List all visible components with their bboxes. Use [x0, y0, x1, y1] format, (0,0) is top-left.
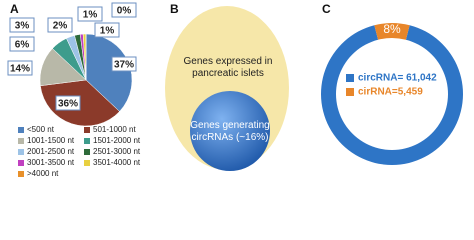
- legend-label: 2501-3000 nt: [93, 147, 141, 156]
- slice-label: 3%: [15, 21, 30, 32]
- slice-label: 2%: [53, 21, 68, 32]
- legend-swatch: [84, 160, 90, 166]
- label-box: [9, 17, 35, 33]
- legend-label: cirRNA=5,459: [358, 87, 423, 98]
- slice-label: 1%: [83, 10, 98, 21]
- legend-swatch: [84, 138, 90, 144]
- label-box: [94, 22, 120, 38]
- page: 37% 36% 14% 6% 3% 2% 1% 1% 0% <500 nt 501-1000 nt 1…: [7, 2, 464, 182]
- legend-swatch: [346, 74, 354, 82]
- legend-swatch: [84, 127, 90, 133]
- panel-label: C: [322, 2, 331, 16]
- legend-label: 3001-3500 nt: [27, 158, 75, 167]
- legend-swatch: [18, 160, 24, 166]
- label-box: [55, 95, 81, 111]
- legend-label: >4000 nt: [27, 169, 59, 178]
- legend-swatch: [346, 88, 354, 96]
- label-box: [111, 2, 137, 18]
- segment-label: 92%: [380, 168, 404, 182]
- legend-label: 501-1000 nt: [93, 125, 136, 134]
- panel-label: A: [10, 2, 19, 16]
- slice-label: 0%: [117, 6, 132, 17]
- panel-label: B: [170, 2, 179, 16]
- venn-inner-label: Genes generating circRNAs (~16%): [190, 120, 270, 143]
- venn-set: [190, 91, 270, 171]
- slice-label: 37%: [114, 60, 134, 71]
- legend-label: 2001-2500 nt: [27, 147, 75, 156]
- legend-swatch: [18, 138, 24, 144]
- legend-label: circRNA= 61,042: [358, 73, 437, 84]
- legend-label: 1001-1500 nt: [27, 136, 75, 145]
- slice-label: 6%: [15, 40, 30, 51]
- legend-swatch: [18, 171, 24, 177]
- legend-swatch: [84, 149, 90, 155]
- label-box: [111, 56, 137, 72]
- legend-swatch: [18, 149, 24, 155]
- segment-label: 8%: [383, 22, 401, 36]
- donut-segment: [374, 22, 410, 40]
- legend-label: 1501-2000 nt: [93, 136, 141, 145]
- label-box: [77, 6, 103, 22]
- figure: 37%36%14%6%3% 2%1%1%0%<500 nt 501-1000 nt1…: [7, 2, 464, 182]
- venn-outer-label: Genes expressed in pancreatic islets: [183, 56, 273, 79]
- legend-label: <500 nt: [27, 125, 55, 134]
- legend-swatch: [18, 127, 24, 133]
- label-box: [7, 60, 33, 76]
- slice-label: 1%: [100, 26, 115, 37]
- legend-label: 3501-4000 nt: [93, 158, 141, 167]
- slice-label: 36%: [58, 99, 78, 110]
- label-box: [9, 36, 35, 52]
- slice-label: 14%: [10, 64, 30, 75]
- label-box: [47, 17, 73, 33]
